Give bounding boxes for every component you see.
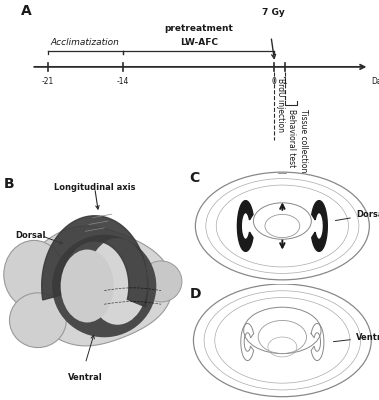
Ellipse shape [140,261,182,302]
Text: A: A [20,4,31,18]
Ellipse shape [9,293,66,348]
Text: Dorsal: Dorsal [335,210,379,220]
Polygon shape [237,201,253,251]
Text: Dorsal: Dorsal [15,231,45,240]
Text: C: C [190,171,200,185]
Text: 1: 1 [283,78,287,86]
Text: Day: Day [371,78,379,86]
Text: LW-AFC: LW-AFC [180,38,218,47]
Polygon shape [42,216,148,307]
Ellipse shape [196,172,369,280]
Text: Acclimatization: Acclimatization [51,38,120,47]
Text: D: D [190,287,201,301]
Text: 7 Gy: 7 Gy [262,8,285,17]
Ellipse shape [87,238,148,325]
Text: 0: 0 [272,78,277,86]
Text: Longitudinal axis: Longitudinal axis [54,183,136,192]
Polygon shape [17,226,172,346]
Text: Ventral: Ventral [334,332,379,342]
Text: Behavioral test: Behavioral test [287,109,296,167]
Text: Ventral: Ventral [68,373,103,382]
Polygon shape [312,201,327,251]
Ellipse shape [52,235,156,337]
Ellipse shape [4,240,64,309]
Text: B: B [4,176,14,190]
Text: BrdU injection: BrdU injection [276,78,285,132]
Text: -14: -14 [117,78,129,86]
Text: Tissue collection: Tissue collection [299,109,307,172]
Text: -21: -21 [41,78,54,86]
Ellipse shape [193,284,371,397]
Text: pretreatment: pretreatment [164,24,233,34]
Ellipse shape [61,250,114,322]
